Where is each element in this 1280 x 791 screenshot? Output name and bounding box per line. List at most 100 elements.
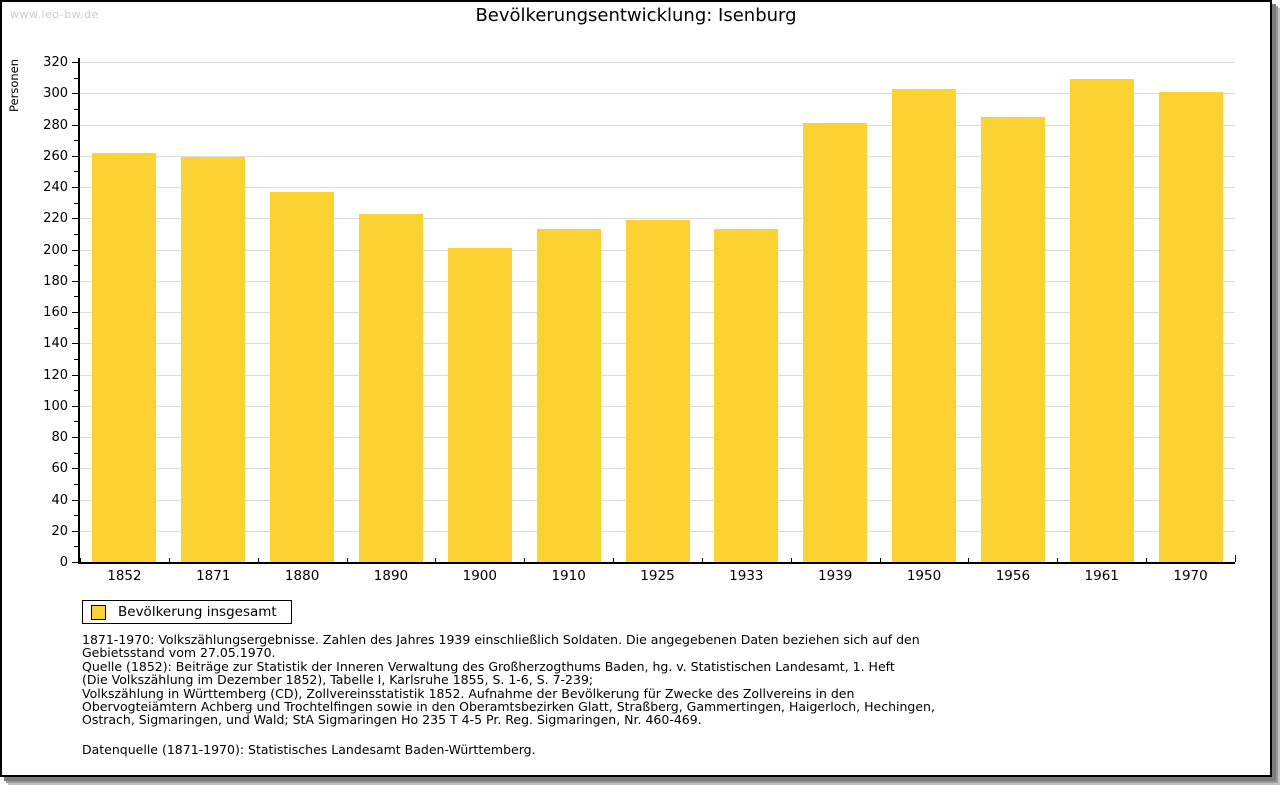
gridline-220 xyxy=(80,218,1235,220)
x-axis-line xyxy=(78,562,1235,564)
y-minor-tick-230 xyxy=(74,202,78,204)
bar-1910 xyxy=(536,229,601,562)
footnote-line: Volkszählung in Württemberg (CD), Zollve… xyxy=(82,685,855,701)
x-tick-label-1871: 1871 xyxy=(196,568,231,584)
y-major-tick-180 xyxy=(72,280,78,282)
x-boundary-tick-6 xyxy=(613,558,615,562)
y-minor-tick-210 xyxy=(74,233,78,235)
y-major-tick-260 xyxy=(72,155,78,157)
y-minor-tick-90 xyxy=(74,421,78,423)
y-tick-label-320: 320 xyxy=(43,55,68,70)
y-tick-label-280: 280 xyxy=(43,117,68,133)
y-tick-label-60: 60 xyxy=(51,461,68,477)
gridline-260 xyxy=(80,155,1235,157)
x-tick-label-1961: 1961 xyxy=(1084,568,1119,584)
y-minor-tick-130 xyxy=(74,358,78,360)
x-boundary-tick-4 xyxy=(435,558,437,562)
datasource-line: Datenquelle (1871-1970): Statistisches L… xyxy=(82,742,536,757)
legend: Bevölkerung insgesamt xyxy=(82,600,292,624)
x-boundary-tick-2 xyxy=(257,558,259,562)
x-boundary-tick-7 xyxy=(701,558,703,562)
y-major-tick-320 xyxy=(72,62,78,63)
footnote-line: Ostrach, Sigmaringen, und Wald; StA Sigm… xyxy=(82,712,702,728)
x-boundary-tick-11 xyxy=(1057,558,1059,562)
y-tick-label-240: 240 xyxy=(43,180,68,195)
y-minor-tick-50 xyxy=(74,483,78,485)
x-boundary-tick-0 xyxy=(80,558,81,562)
y-tick-label-180: 180 xyxy=(43,273,68,289)
watermark: www.leo-bw.de xyxy=(10,8,99,21)
y-minor-tick-310 xyxy=(74,77,78,79)
y-tick-label-260: 260 xyxy=(43,148,68,164)
y-minor-tick-150 xyxy=(74,327,78,329)
x-tick-label-1880: 1880 xyxy=(284,568,320,584)
bar-1961 xyxy=(1069,79,1134,562)
bar-1939 xyxy=(803,122,868,562)
bar-chart: 0 20 40 60 80 100 120 140 160 180 200 220 240 260 280 3… xyxy=(2,2,1270,775)
y-tick-label-80: 80 xyxy=(51,430,68,445)
x-tick-label-1970: 1970 xyxy=(1173,568,1208,584)
x-boundary-tick-5 xyxy=(524,558,526,562)
footnote-line: Quelle (1852): Beiträge zur Statistik de… xyxy=(82,658,895,674)
footnote-line: Obervogteiämtern Achberg und Trochtelfin… xyxy=(82,699,935,715)
x-tick-label-1950: 1950 xyxy=(906,568,942,584)
x-boundary-tick-12 xyxy=(1146,558,1148,562)
y-tick-label-100: 100 xyxy=(43,398,68,414)
y-tick-label-300: 300 xyxy=(43,86,68,102)
y-major-tick-40 xyxy=(72,499,78,501)
bar-1871 xyxy=(181,157,246,562)
y-major-tick-280 xyxy=(72,124,78,126)
legend-label: Bevölkerung insgesamt xyxy=(118,604,277,620)
y-tick-label-40: 40 xyxy=(51,492,68,508)
y-tick-label-140: 140 xyxy=(43,336,68,352)
y-minor-tick-30 xyxy=(74,515,78,517)
y-minor-tick-110 xyxy=(74,390,78,392)
y-tick-label-120: 120 xyxy=(43,367,68,383)
y-major-tick-60 xyxy=(72,468,78,470)
y-minor-tick-170 xyxy=(74,296,78,298)
y-tick-label-20: 20 xyxy=(51,523,68,539)
y-minor-tick-10 xyxy=(74,546,78,548)
x-boundary-tick-1 xyxy=(168,558,170,562)
x-tick-label-1852: 1852 xyxy=(107,568,142,584)
x-boundary-tick-3 xyxy=(346,558,348,562)
footnote-line: (Die Volkszählung im Dezember 1852), Tab… xyxy=(82,672,594,688)
footnotes: 1871-1970: Volkszählungsergebnisse. Zahl… xyxy=(82,633,942,727)
footnote-line: 1871-1970: Volkszählungsergebnisse. Zahl… xyxy=(82,632,920,647)
y-minor-tick-70 xyxy=(74,452,78,454)
bar-1950 xyxy=(892,88,957,562)
y-major-tick-100 xyxy=(72,405,78,407)
gridline-240 xyxy=(80,187,1235,188)
bar-1880 xyxy=(270,191,335,562)
chart-frame: www.leo-bw.de Bevölkerungsentwicklung: I… xyxy=(0,0,1272,777)
x-boundary-tick-9 xyxy=(879,558,881,562)
y-minor-tick-270 xyxy=(74,140,78,142)
y-major-tick-140 xyxy=(72,343,78,345)
y-minor-tick-250 xyxy=(74,171,78,173)
x-tick-label-1956: 1956 xyxy=(995,568,1031,584)
legend-swatch-icon xyxy=(91,604,106,620)
x-boundary-tick-8 xyxy=(790,558,792,562)
gridline-320 xyxy=(80,62,1235,63)
bar-1970 xyxy=(1158,91,1223,562)
bar-1852 xyxy=(92,152,157,562)
bar-1925 xyxy=(625,219,690,562)
gridline-300 xyxy=(80,93,1235,95)
page-title: Bevölkerungsentwicklung: Isenburg xyxy=(475,5,797,26)
y-minor-tick-190 xyxy=(74,265,78,267)
bar-1933 xyxy=(714,229,779,562)
x-tick-label-1939: 1939 xyxy=(818,568,853,584)
y-major-tick-0 xyxy=(72,562,78,563)
x-tick-label-1890: 1890 xyxy=(373,568,409,584)
y-major-tick-20 xyxy=(72,530,78,532)
x-tick-label-1933: 1933 xyxy=(729,568,764,584)
y-tick-label-160: 160 xyxy=(43,305,68,320)
y-tick-label-0: 0 xyxy=(59,555,68,570)
y-tick-label-220: 220 xyxy=(43,211,68,227)
y-tick-label-200: 200 xyxy=(43,242,68,258)
x-boundary-tick-10 xyxy=(968,558,970,562)
y-axis-line xyxy=(78,58,80,562)
y-major-tick-120 xyxy=(72,374,78,376)
y-major-tick-300 xyxy=(72,93,78,95)
